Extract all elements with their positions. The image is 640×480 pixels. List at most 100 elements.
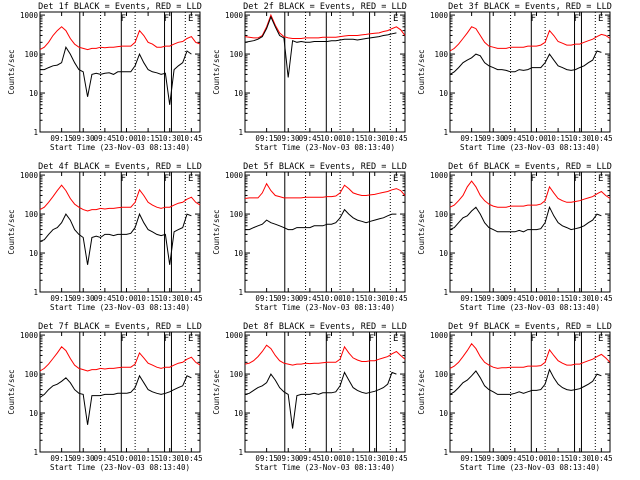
x-tick-label: 10:45: [180, 134, 203, 143]
marker-label: E: [393, 334, 398, 344]
x-tick-label: 09:30: [72, 134, 95, 143]
x-tick-label: 09:15: [460, 134, 483, 143]
y-tick-label: 1: [238, 448, 243, 457]
x-tick-label: 09:15: [50, 294, 73, 303]
marker-label: F: [164, 14, 169, 24]
x-tick-label: 10:15: [547, 454, 570, 463]
series-events: [244, 15, 397, 78]
x-tick-label: 09:45: [299, 454, 322, 463]
panel-title: Det 5f BLACK = Events, RED = LLD: [243, 162, 407, 172]
x-tick-label: 09:45: [299, 134, 322, 143]
y-tick-label: 100: [24, 50, 38, 59]
x-tick-label: 10:15: [137, 294, 160, 303]
y-axis-label: Counts/sec: [417, 369, 426, 414]
series-lld: [449, 342, 611, 369]
x-tick-label: 10:00: [525, 134, 548, 143]
x-tick-label: 09:30: [482, 294, 505, 303]
panel-title: Det 4f BLACK = Events, RED = LLD: [38, 162, 202, 172]
marker-label: F: [164, 334, 169, 344]
x-tick-label: 09:30: [482, 134, 505, 143]
series-events: [244, 371, 397, 429]
y-tick-label: 1: [238, 288, 243, 297]
x-tick-label: 10:00: [525, 294, 548, 303]
x-tick-label: 10:15: [137, 134, 160, 143]
plot-frame: [244, 331, 406, 453]
y-tick-label: 1: [33, 128, 38, 137]
marker-label: E: [393, 174, 398, 184]
y-tick-label: 1000: [225, 331, 244, 340]
y-tick-label: 100: [229, 210, 243, 219]
y-tick-label: 1000: [430, 11, 449, 20]
panel-title: Det 3f BLACK = Events, RED = LLD: [448, 2, 612, 12]
panel-7: Det 7f BLACK = Events, RED = LLD 1 10 100 10…: [7, 322, 203, 472]
x-axis-label: Start Time (23-Nov-03 08:13:40): [255, 143, 395, 152]
plot-frame: [244, 11, 406, 133]
series-lld: [244, 182, 406, 199]
y-tick-label: 100: [434, 50, 448, 59]
x-axis-label: Start Time (23-Nov-03 08:13:40): [460, 143, 600, 152]
x-tick-label: 09:45: [504, 134, 527, 143]
x-tick-label: 10:15: [547, 294, 570, 303]
series-lld: [449, 180, 611, 208]
y-axis-label: Counts/sec: [212, 209, 221, 254]
x-axis-label: Start Time (23-Nov-03 08:13:40): [50, 463, 190, 472]
x-tick-label: 10:30: [568, 294, 591, 303]
x-tick-label: 10:00: [525, 454, 548, 463]
panel-8: Det 8f BLACK = Events, RED = LLD 1 10 100 10…: [212, 322, 408, 472]
y-axis-label: Counts/sec: [212, 49, 221, 94]
y-tick-label: 1: [443, 128, 448, 137]
x-tick-label: 09:30: [72, 454, 95, 463]
x-tick-label: 10:00: [320, 134, 343, 143]
x-tick-label: 10:30: [363, 454, 386, 463]
y-axis-label: Counts/sec: [7, 49, 16, 94]
x-tick-label: 10:15: [342, 294, 365, 303]
y-tick-label: 100: [229, 50, 243, 59]
marker-label: F: [531, 174, 536, 184]
y-tick-label: 1: [443, 288, 448, 297]
x-tick-label: 10:45: [385, 294, 408, 303]
series-lld: [244, 344, 406, 366]
plot-frame: [244, 171, 406, 293]
plot-frame: [449, 171, 611, 293]
x-tick-label: 10:30: [363, 134, 386, 143]
panel-5: Det 5f BLACK = Events, RED = LLD 1 10 100 10…: [212, 162, 408, 312]
y-tick-label: 100: [229, 370, 243, 379]
panel-2: Det 2f BLACK = Events, RED = LLD 1 10 100 10…: [212, 2, 408, 152]
x-tick-label: 10:45: [385, 134, 408, 143]
x-tick-label: 10:00: [115, 294, 138, 303]
plot-frame: [39, 331, 201, 453]
y-tick-label: 10: [234, 249, 244, 258]
y-tick-label: 1: [238, 128, 243, 137]
x-tick-label: 09:15: [255, 294, 278, 303]
marker-label: F: [326, 334, 331, 344]
y-tick-label: 10: [29, 89, 39, 98]
panel-9: Det 9f BLACK = Events, RED = LLD 1 10 100 10…: [417, 322, 613, 472]
x-tick-label: 09:30: [72, 294, 95, 303]
y-axis-label: Counts/sec: [417, 209, 426, 254]
x-tick-label: 10:00: [320, 294, 343, 303]
series-events: [39, 374, 192, 425]
panel-title: Det 2f BLACK = Events, RED = LLD: [243, 2, 407, 12]
y-tick-label: 100: [434, 210, 448, 219]
x-tick-label: 10:15: [137, 454, 160, 463]
marker-label: E: [188, 174, 193, 184]
y-tick-label: 10: [439, 249, 449, 258]
y-tick-label: 10: [29, 409, 39, 418]
y-tick-label: 10: [439, 89, 449, 98]
x-axis-label: Start Time (23-Nov-03 08:13:40): [255, 303, 395, 312]
y-tick-label: 100: [24, 210, 38, 219]
y-tick-label: 1: [33, 448, 38, 457]
marker-label: E: [598, 14, 603, 24]
marker-label: E: [393, 14, 398, 24]
series-events: [40, 45, 192, 105]
x-tick-label: 10:30: [568, 134, 591, 143]
marker-label: F: [574, 174, 579, 184]
x-tick-label: 10:45: [180, 294, 203, 303]
plot-frame: [39, 171, 201, 293]
x-tick-label: 10:15: [547, 134, 570, 143]
marker-label: F: [121, 334, 126, 344]
marker-label: F: [574, 14, 579, 24]
y-axis-label: Counts/sec: [417, 49, 426, 94]
y-tick-label: 1000: [430, 331, 449, 340]
